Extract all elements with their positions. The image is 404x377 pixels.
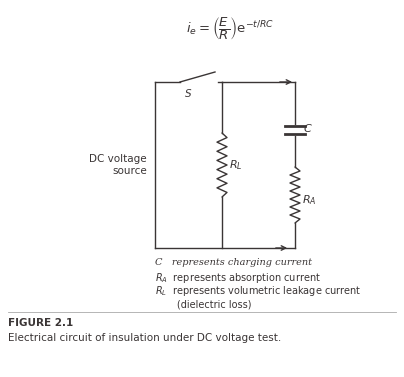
Text: FIGURE 2.1: FIGURE 2.1 xyxy=(8,318,73,328)
Text: S: S xyxy=(185,89,191,99)
Text: Electrical circuit of insulation under DC voltage test.: Electrical circuit of insulation under D… xyxy=(8,333,281,343)
Text: DC voltage
source: DC voltage source xyxy=(89,154,147,176)
Text: $C$: $C$ xyxy=(303,122,313,134)
Text: $i_e = \left(\dfrac{E}{R}\right)\mathrm{e}^{-t/RC}$: $i_e = \left(\dfrac{E}{R}\right)\mathrm{… xyxy=(186,14,274,41)
Text: $R_A$: $R_A$ xyxy=(302,193,316,207)
Text: $R_L$  represents volumetric leakage current
       (dielectric loss): $R_L$ represents volumetric leakage curr… xyxy=(155,284,362,310)
Text: $R_L$: $R_L$ xyxy=(229,158,242,172)
Text: C   represents charging current: C represents charging current xyxy=(155,258,312,267)
Text: $R_A$  represents absorption current: $R_A$ represents absorption current xyxy=(155,271,321,285)
